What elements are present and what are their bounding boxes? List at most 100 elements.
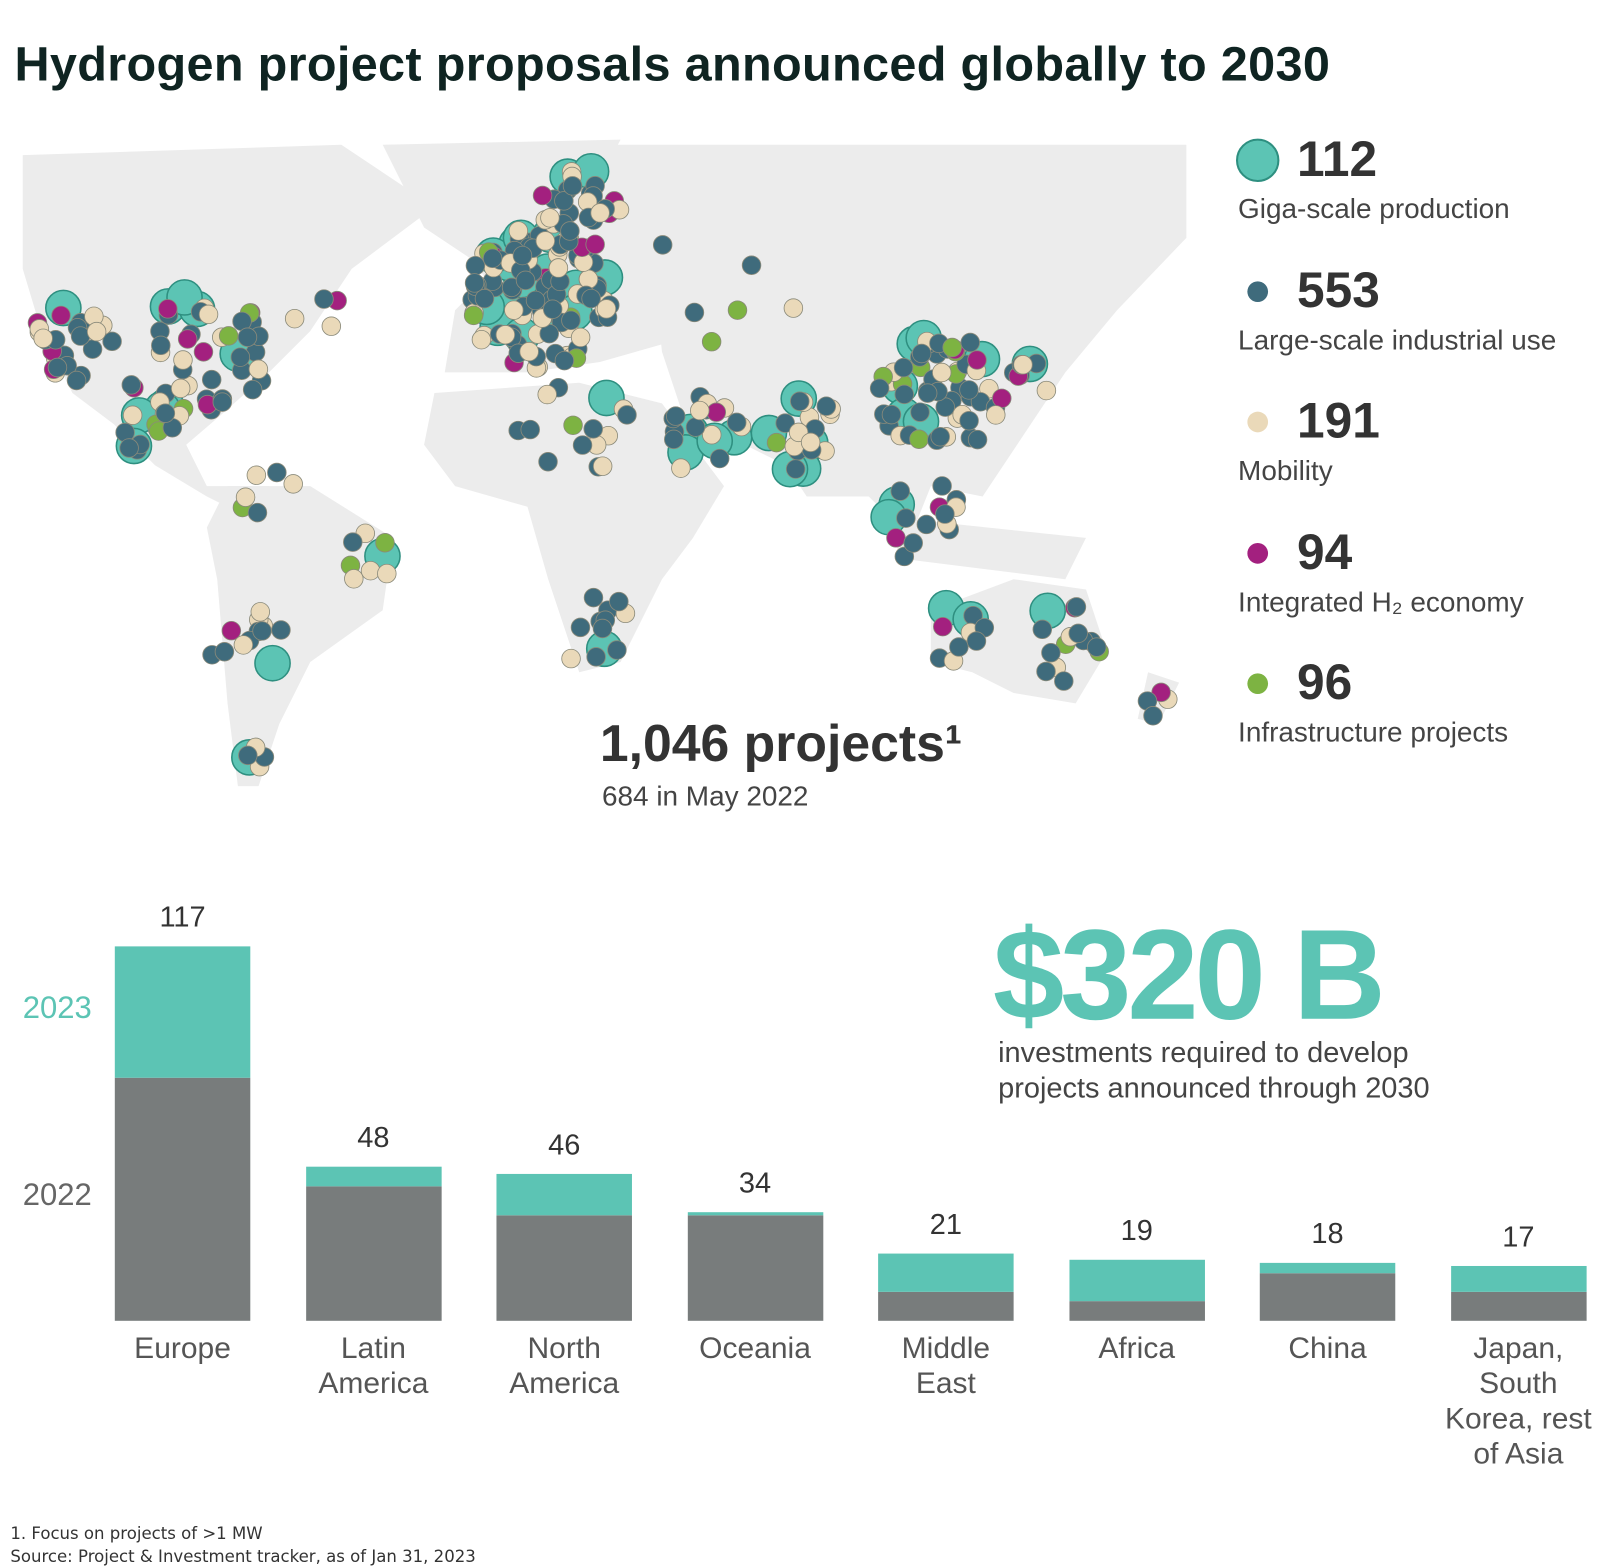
- legend-count: 94: [1297, 524, 1353, 580]
- project-dot: [607, 640, 627, 660]
- project-dot: [201, 369, 222, 390]
- project-dot: [1066, 597, 1087, 617]
- x-tick-label: Middle East: [901, 1332, 991, 1401]
- project-dot: [609, 591, 629, 612]
- footnote: 1. Focus on projects of >1 MW: [10, 1523, 263, 1544]
- legend-label: Giga-scale production: [1238, 193, 1510, 225]
- bar-segment: [305, 1186, 442, 1321]
- project-dot: [238, 745, 258, 766]
- bar-segment: [114, 1077, 251, 1321]
- project-dot: [911, 343, 932, 364]
- project-dot: [932, 362, 952, 383]
- project-dot: [585, 234, 605, 255]
- legend-dot: [1247, 411, 1269, 433]
- bar-segment: [878, 1291, 1014, 1321]
- project-dot: [581, 288, 601, 309]
- project-dot: [47, 357, 68, 378]
- project-dot: [158, 299, 178, 319]
- map-headline: 1,046 projects¹: [599, 714, 963, 773]
- project-dot: [578, 269, 599, 289]
- x-tick-label: Latin America: [318, 1332, 429, 1401]
- project-dot: [86, 321, 107, 342]
- project-dot: [960, 332, 980, 353]
- project-dot: [741, 255, 762, 275]
- project-dot: [321, 316, 342, 336]
- project-dot: [617, 405, 637, 425]
- project-dot: [482, 248, 503, 269]
- project-dot: [664, 429, 684, 450]
- project-dot: [933, 616, 953, 637]
- project-dot: [540, 208, 560, 228]
- legend-label: Mobility: [1238, 455, 1333, 487]
- project-dot: [250, 602, 271, 622]
- project-dot: [986, 405, 1006, 425]
- bar-segment: [1450, 1266, 1587, 1292]
- project-dot: [592, 618, 613, 639]
- project-dot: [596, 299, 617, 319]
- footnote: Source: Project & Investment tracker, as…: [10, 1546, 476, 1566]
- project-dot: [561, 648, 581, 669]
- project-dot: [572, 435, 593, 455]
- project-dot: [377, 563, 397, 584]
- project-dot: [652, 235, 673, 255]
- x-tick-label: Europe: [134, 1332, 231, 1366]
- project-dot: [464, 273, 485, 293]
- project-dot: [344, 569, 364, 589]
- project-dot: [790, 391, 810, 412]
- total-label: 19: [1120, 1214, 1153, 1247]
- project-dot: [583, 587, 604, 608]
- investment-description: projects announced through 2030: [998, 1071, 1430, 1104]
- project-dot: [1143, 706, 1163, 726]
- project-dot: [122, 405, 143, 426]
- project-dot: [542, 299, 563, 319]
- project-dot: [538, 452, 558, 472]
- bar-segment: [1259, 1272, 1396, 1321]
- investment-value: $320 B: [992, 903, 1386, 1047]
- project-dot: [248, 359, 269, 379]
- project-dot: [237, 327, 258, 347]
- project-dot: [151, 335, 171, 356]
- bar-segment: [496, 1215, 632, 1321]
- project-dot: [66, 370, 87, 391]
- project-dot: [886, 528, 906, 548]
- project-dot: [218, 326, 239, 346]
- project-dot: [949, 637, 969, 657]
- x-tick-label: Oceania: [699, 1332, 811, 1366]
- project-dot: [590, 203, 610, 223]
- project-dot: [727, 300, 748, 320]
- project-dot: [193, 342, 214, 362]
- total-label: 18: [1311, 1217, 1344, 1250]
- project-dot: [554, 350, 575, 371]
- project-dot: [360, 560, 381, 581]
- project-dot: [525, 290, 546, 311]
- project-dot: [896, 508, 916, 528]
- project-dot: [520, 419, 540, 440]
- project-dot: [932, 476, 952, 496]
- legend-count: 96: [1297, 655, 1353, 711]
- project-dot: [283, 474, 303, 494]
- project-dot: [560, 221, 580, 241]
- project-dot: [702, 425, 722, 445]
- project-dot: [247, 502, 268, 523]
- project-dot: [119, 438, 139, 458]
- project-dot: [495, 325, 516, 345]
- project-dot: [230, 347, 251, 367]
- project-dot: [570, 327, 591, 348]
- project-dot: [51, 305, 71, 326]
- project-dot: [252, 621, 272, 641]
- project-dot: [562, 176, 583, 196]
- bar-segment: [878, 1253, 1014, 1292]
- series-label: 2022: [22, 1178, 92, 1213]
- project-dot: [548, 258, 569, 278]
- project-dot: [592, 456, 613, 476]
- project-dot: [893, 357, 914, 378]
- bar-segment: [305, 1167, 442, 1187]
- project-dot: [966, 631, 987, 651]
- project-dot: [102, 331, 122, 352]
- project-dot: [800, 432, 821, 453]
- bar-segment: [496, 1173, 632, 1216]
- project-dot: [685, 417, 706, 437]
- project-dot: [583, 419, 603, 439]
- project-dot: [284, 308, 305, 329]
